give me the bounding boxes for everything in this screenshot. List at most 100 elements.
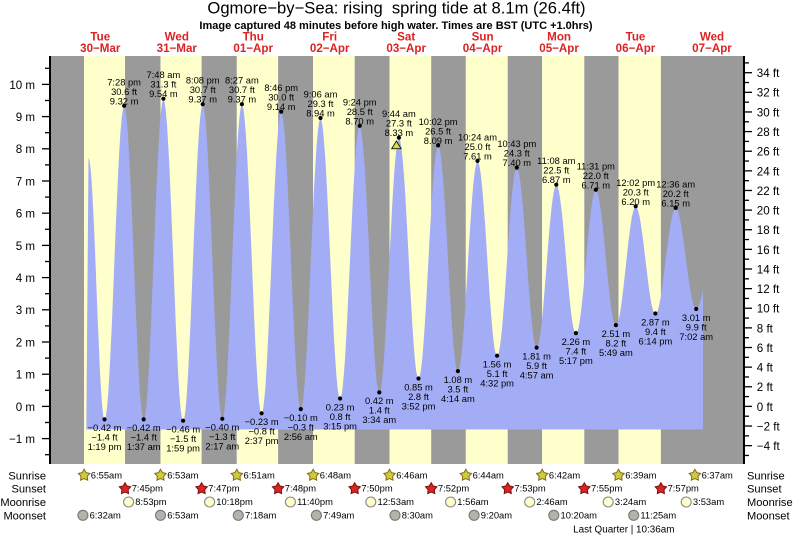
svg-text:8 m: 8 m bbox=[16, 143, 35, 156]
svg-text:−0.42 m: −0.42 m bbox=[87, 423, 121, 433]
svg-text:6:44am: 6:44am bbox=[473, 469, 504, 480]
svg-text:14 ft: 14 ft bbox=[757, 263, 780, 276]
svg-text:3.01 m: 3.01 m bbox=[682, 313, 711, 323]
svg-text:−0.3 ft: −0.3 ft bbox=[288, 422, 315, 432]
svg-text:7 m: 7 m bbox=[16, 175, 35, 188]
svg-text:28 ft: 28 ft bbox=[757, 126, 780, 139]
svg-text:1.56 m: 1.56 m bbox=[483, 360, 512, 370]
svg-text:6 ft: 6 ft bbox=[757, 342, 774, 355]
svg-text:30−Mar: 30−Mar bbox=[80, 42, 121, 55]
svg-text:3 m: 3 m bbox=[16, 304, 35, 317]
svg-text:6:53am: 6:53am bbox=[167, 469, 198, 480]
svg-text:11:31 pm: 11:31 pm bbox=[577, 161, 615, 171]
svg-text:11:40pm: 11:40pm bbox=[297, 496, 333, 507]
svg-text:8.33 m: 8.33 m bbox=[385, 128, 414, 138]
svg-text:9.37 m: 9.37 m bbox=[188, 95, 217, 105]
svg-text:8:08 pm: 8:08 pm bbox=[186, 76, 220, 86]
svg-text:10:24 am: 10:24 am bbox=[458, 132, 497, 142]
svg-text:10 m: 10 m bbox=[9, 79, 35, 92]
svg-text:9.54 m: 9.54 m bbox=[149, 89, 178, 99]
svg-text:−4 ft: −4 ft bbox=[757, 440, 781, 453]
svg-text:4 ft: 4 ft bbox=[757, 362, 774, 375]
svg-text:07−Apr: 07−Apr bbox=[692, 42, 732, 55]
svg-text:2.26 m: 2.26 m bbox=[562, 337, 591, 347]
svg-text:3:53am: 3:53am bbox=[693, 496, 724, 507]
svg-text:0.42 m: 0.42 m bbox=[365, 396, 394, 406]
svg-text:2:46am: 2:46am bbox=[536, 496, 567, 507]
svg-text:6.71 m: 6.71 m bbox=[582, 180, 611, 190]
svg-text:30.6 ft: 30.6 ft bbox=[111, 87, 137, 97]
svg-text:1.4 ft: 1.4 ft bbox=[369, 406, 390, 416]
svg-text:1.81 m: 1.81 m bbox=[522, 351, 551, 361]
svg-text:30 ft: 30 ft bbox=[757, 106, 780, 119]
svg-text:1.08 m: 1.08 m bbox=[444, 375, 473, 385]
svg-text:9.32 m: 9.32 m bbox=[110, 96, 139, 106]
svg-text:9.14 m: 9.14 m bbox=[267, 102, 296, 112]
svg-text:3:24am: 3:24am bbox=[615, 496, 646, 507]
svg-text:Sunset: Sunset bbox=[747, 484, 782, 496]
svg-text:06−Apr: 06−Apr bbox=[616, 42, 656, 55]
svg-text:12:53am: 12:53am bbox=[378, 496, 415, 507]
svg-text:8:30am: 8:30am bbox=[402, 509, 433, 520]
svg-text:Tue: Tue bbox=[90, 30, 110, 43]
svg-text:6:48am: 6:48am bbox=[320, 469, 351, 480]
svg-text:6.15 m: 6.15 m bbox=[661, 198, 690, 208]
svg-text:22.5 ft: 22.5 ft bbox=[543, 166, 569, 176]
svg-text:2.87 m: 2.87 m bbox=[641, 317, 670, 327]
svg-text:2 ft: 2 ft bbox=[757, 381, 774, 394]
svg-text:20.2 ft: 20.2 ft bbox=[663, 189, 689, 199]
svg-text:−1.4 ft: −1.4 ft bbox=[91, 433, 118, 443]
svg-text:6:37am: 6:37am bbox=[702, 469, 733, 480]
svg-text:Sunrise: Sunrise bbox=[8, 470, 46, 482]
svg-text:6:51am: 6:51am bbox=[244, 469, 275, 480]
svg-text:30.7 ft: 30.7 ft bbox=[229, 85, 255, 95]
svg-text:05−Apr: 05−Apr bbox=[539, 42, 579, 55]
svg-text:03−Apr: 03−Apr bbox=[386, 42, 426, 55]
svg-text:7:28 pm: 7:28 pm bbox=[107, 77, 141, 87]
svg-text:9.9 ft: 9.9 ft bbox=[686, 322, 707, 332]
svg-text:5:49 am: 5:49 am bbox=[599, 348, 633, 358]
svg-text:02−Apr: 02−Apr bbox=[310, 42, 350, 55]
svg-text:7:48 am: 7:48 am bbox=[147, 70, 181, 80]
svg-text:8:46 pm: 8:46 pm bbox=[264, 83, 298, 93]
svg-text:−0.8 ft: −0.8 ft bbox=[248, 427, 275, 437]
svg-text:11:25am: 11:25am bbox=[640, 509, 676, 520]
svg-text:2 m: 2 m bbox=[16, 336, 35, 349]
svg-text:−1.4 ft: −1.4 ft bbox=[131, 433, 158, 443]
svg-text:24.3 ft: 24.3 ft bbox=[504, 149, 530, 159]
svg-text:7:18am: 7:18am bbox=[245, 509, 276, 520]
svg-text:9 m: 9 m bbox=[16, 111, 35, 124]
svg-text:0 m: 0 m bbox=[16, 401, 35, 414]
svg-text:32 ft: 32 ft bbox=[757, 87, 780, 100]
svg-text:7:52pm: 7:52pm bbox=[438, 483, 469, 494]
svg-text:8:53pm: 8:53pm bbox=[135, 496, 166, 507]
svg-text:10:18pm: 10:18pm bbox=[216, 496, 253, 507]
svg-text:16 ft: 16 ft bbox=[757, 244, 780, 257]
svg-text:−0.46 m: −0.46 m bbox=[166, 425, 200, 435]
svg-text:7.4 ft: 7.4 ft bbox=[566, 346, 587, 356]
svg-text:Fri: Fri bbox=[322, 30, 337, 43]
svg-text:7:55pm: 7:55pm bbox=[591, 483, 622, 494]
svg-text:6:14 pm: 6:14 pm bbox=[639, 336, 673, 346]
svg-text:12 ft: 12 ft bbox=[757, 283, 780, 296]
svg-text:01−Apr: 01−Apr bbox=[233, 42, 273, 55]
svg-text:20 ft: 20 ft bbox=[757, 205, 780, 218]
svg-text:Moonset: Moonset bbox=[747, 510, 790, 522]
svg-text:Moonrise: Moonrise bbox=[0, 497, 46, 509]
svg-text:2:56 am: 2:56 am bbox=[284, 432, 318, 442]
svg-text:31.3 ft: 31.3 ft bbox=[150, 80, 176, 90]
svg-text:31−Mar: 31−Mar bbox=[157, 42, 198, 55]
svg-text:7.40 m: 7.40 m bbox=[503, 158, 532, 168]
svg-text:Wed: Wed bbox=[700, 30, 724, 43]
svg-text:8.09 m: 8.09 m bbox=[424, 136, 453, 146]
svg-text:4:57 am: 4:57 am bbox=[520, 370, 554, 380]
svg-text:3:52 pm: 3:52 pm bbox=[402, 401, 436, 411]
svg-text:−0.42 m: −0.42 m bbox=[127, 423, 161, 433]
svg-text:7:57pm: 7:57pm bbox=[668, 483, 699, 494]
svg-text:7:02 am: 7:02 am bbox=[679, 332, 713, 342]
svg-text:0 ft: 0 ft bbox=[757, 401, 774, 414]
svg-text:8.2 ft: 8.2 ft bbox=[606, 338, 627, 348]
svg-text:Tue: Tue bbox=[626, 30, 646, 43]
svg-text:25.0 ft: 25.0 ft bbox=[465, 142, 491, 152]
svg-text:11:08 am: 11:08 am bbox=[537, 156, 575, 166]
